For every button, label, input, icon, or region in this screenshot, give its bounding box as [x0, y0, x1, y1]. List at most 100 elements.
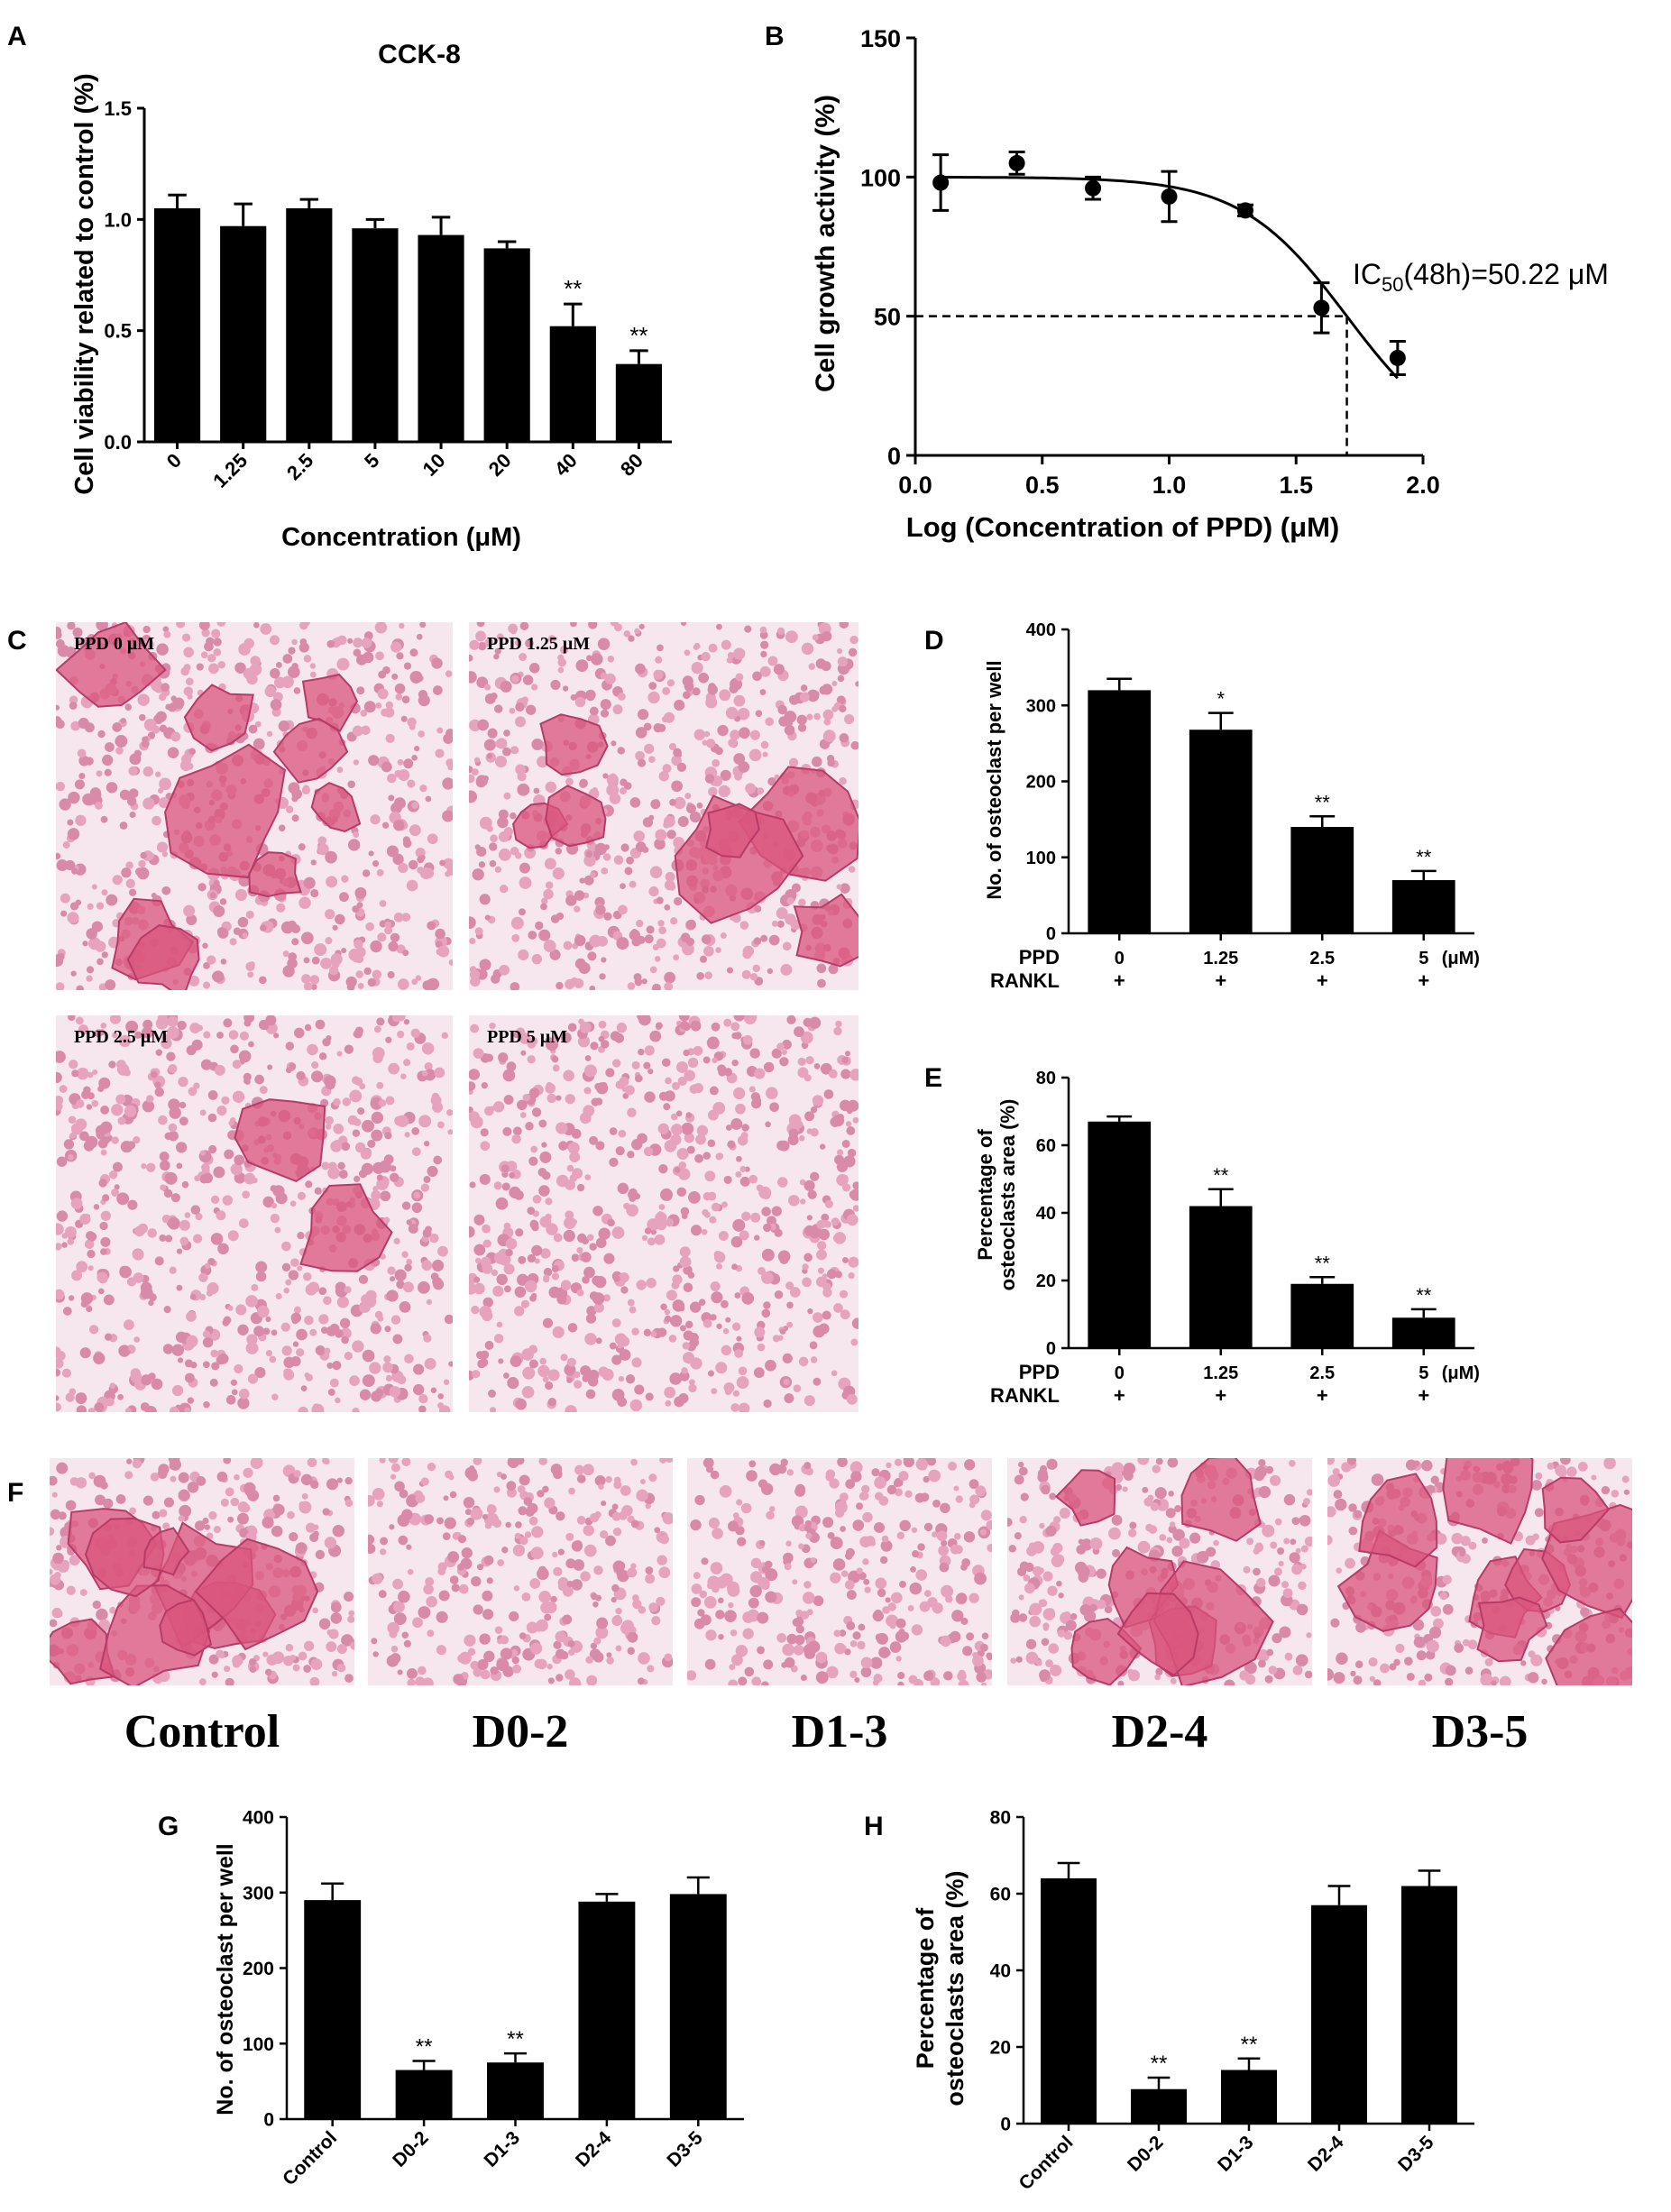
cell [685, 937, 695, 946]
cell [331, 1670, 338, 1677]
cell [186, 1335, 198, 1348]
cell [1089, 1603, 1097, 1612]
cell [270, 699, 282, 711]
cell [822, 1310, 831, 1320]
cell [59, 798, 71, 811]
y-tick-label: 100 [860, 164, 901, 191]
cell [202, 942, 208, 949]
cell [953, 1485, 959, 1491]
cell [207, 654, 216, 663]
cell [469, 1275, 477, 1285]
cell [469, 937, 476, 945]
cell [50, 1619, 58, 1628]
cell [590, 1042, 599, 1051]
cell [806, 713, 813, 721]
cell [681, 1367, 688, 1374]
cell [473, 1276, 481, 1283]
cell [631, 1060, 640, 1069]
cell [399, 1300, 411, 1313]
cell [100, 1022, 107, 1029]
cell [56, 781, 66, 792]
cell [251, 1284, 259, 1291]
cell [189, 1293, 197, 1300]
cell [674, 1167, 681, 1173]
cell [68, 1295, 75, 1301]
cell [301, 932, 314, 945]
cell [684, 793, 692, 800]
bar [487, 2062, 544, 2119]
cell [142, 625, 151, 634]
cell [733, 694, 746, 707]
cell [525, 704, 537, 715]
bar [1391, 1317, 1455, 1348]
row-label-rankl: RANKL [990, 969, 1060, 992]
unit-label: (μM) [1442, 949, 1480, 968]
cell [270, 1213, 280, 1224]
cell [111, 1136, 119, 1144]
cell [807, 1189, 817, 1199]
cell [363, 701, 376, 713]
cell [124, 1105, 137, 1117]
cell [556, 1174, 569, 1188]
cell [474, 927, 483, 936]
cell [704, 1170, 716, 1182]
cell [112, 875, 123, 886]
cell [404, 1263, 412, 1271]
cell [401, 1201, 411, 1210]
cell [560, 1280, 572, 1291]
cell [198, 622, 210, 631]
cell [760, 934, 768, 942]
cell [1300, 1545, 1308, 1553]
cell [439, 859, 446, 867]
cell [501, 1547, 509, 1554]
cell [587, 951, 597, 961]
cell [353, 648, 362, 657]
cell [1122, 1486, 1128, 1492]
cell [367, 978, 377, 987]
cell [1143, 1497, 1153, 1507]
cell [720, 1573, 733, 1586]
cell [505, 1248, 513, 1257]
cell [808, 663, 816, 670]
cell [807, 1308, 813, 1315]
cell [696, 971, 704, 980]
cell [761, 1248, 775, 1262]
cell [1265, 1465, 1274, 1474]
cell [1028, 1542, 1036, 1549]
cell [731, 1263, 738, 1271]
cell [360, 1148, 372, 1160]
cell [568, 1487, 575, 1495]
cell [307, 1458, 317, 1468]
cell [664, 1315, 672, 1323]
cell [611, 1503, 619, 1510]
cell [1291, 1564, 1303, 1575]
cell [300, 1385, 308, 1392]
cell [671, 755, 682, 766]
row-label-ppd: PPD [1019, 946, 1060, 968]
cell [1255, 1542, 1263, 1550]
cell [780, 963, 793, 976]
cell [857, 1640, 866, 1650]
cell [247, 971, 254, 978]
cell [321, 1161, 330, 1170]
micrograph [687, 1458, 992, 1685]
cell [496, 633, 504, 641]
cell [732, 1218, 746, 1232]
cell [585, 850, 593, 858]
cell [141, 1163, 147, 1170]
cell [481, 1082, 488, 1089]
cell [831, 680, 838, 687]
cell [592, 1292, 605, 1305]
cell [1048, 1643, 1060, 1654]
cell [580, 1571, 591, 1582]
cell [711, 1022, 721, 1032]
cell [862, 1558, 869, 1565]
cell [694, 1153, 703, 1163]
bar [578, 1901, 636, 2119]
cell [243, 1172, 256, 1185]
cell [70, 970, 77, 977]
cell [1432, 1618, 1444, 1629]
cell [153, 713, 164, 725]
cell [358, 1301, 371, 1314]
cell [638, 1015, 651, 1026]
